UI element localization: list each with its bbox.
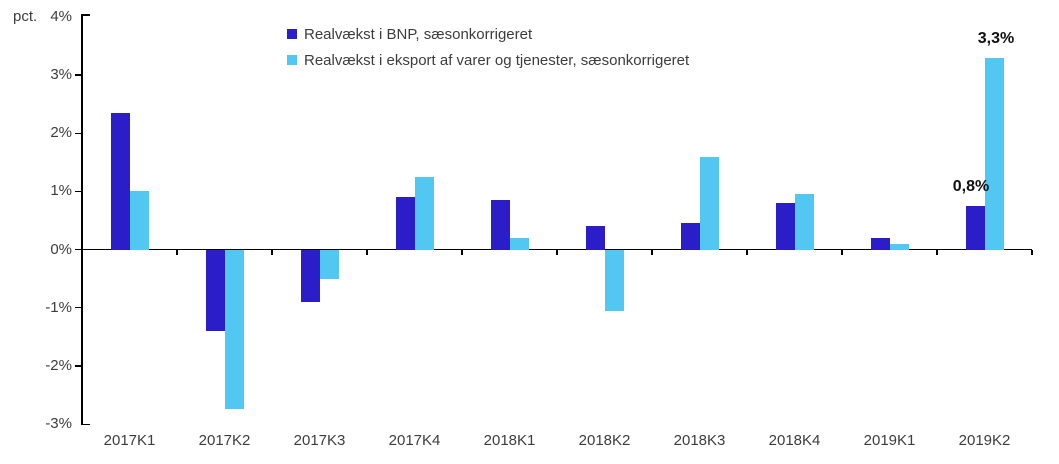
- legend-swatch-icon: [287, 55, 297, 65]
- y-axis-tick-label: 0%: [50, 240, 72, 258]
- bar-2017K1-series1: [129, 191, 149, 250]
- x-axis-category-label: 2019K2: [958, 432, 1011, 449]
- x-axis-category-label: 2018K2: [578, 432, 631, 449]
- y-axis-bottom-cap: [81, 423, 90, 425]
- bar-2018K3-series1: [699, 156, 719, 250]
- bar-2018K1-series1: [509, 237, 529, 250]
- data-label: 0,8%: [952, 177, 990, 195]
- x-axis-tick: [1031, 250, 1033, 256]
- y-axis-tick: [75, 74, 81, 76]
- legend-swatch-icon: [287, 29, 297, 39]
- bar-2019K2-series1: [984, 57, 1004, 250]
- bar-2019K2-series0: [965, 205, 985, 250]
- x-axis-tick: [366, 250, 368, 256]
- y-axis-tick-label: -1%: [45, 298, 72, 316]
- x-axis-tick: [651, 250, 653, 256]
- x-axis-line: [75, 248, 1032, 251]
- x-axis-category-label: 2018K3: [673, 432, 726, 449]
- y-axis-tick: [75, 190, 81, 193]
- x-axis-category-label: 2018K1: [483, 432, 536, 449]
- x-axis-category-label: 2019K1: [863, 432, 916, 449]
- y-axis-tick-label: 1%: [50, 182, 72, 200]
- y-axis-tick-label: 3%: [50, 66, 72, 84]
- x-axis-tick: [556, 250, 558, 256]
- x-axis-category-label: 2017K1: [103, 432, 156, 449]
- x-axis-category-label: 2018K4: [768, 432, 821, 449]
- y-axis-tick-label: -3%: [45, 415, 72, 432]
- y-axis-tick-label: 2%: [50, 124, 72, 142]
- bar-2019K1-series0: [870, 237, 890, 250]
- y-axis-tick-label: -2%: [45, 356, 72, 374]
- bar-2018K4-series0: [775, 203, 795, 250]
- x-axis-category-label: 2017K3: [293, 432, 346, 449]
- chart-legend: Realvækst i BNP, sæsonkorrigeret Realvæks…: [287, 21, 689, 73]
- x-axis-tick: [176, 250, 178, 256]
- x-axis-tick: [936, 250, 938, 256]
- x-axis-tick: [271, 250, 273, 256]
- data-label: 3,3%: [977, 29, 1015, 47]
- y-axis-tick: [75, 132, 81, 135]
- legend-label: Realvækst i eksport af varer og tjeneste…: [304, 51, 690, 69]
- y-axis-tick: [75, 306, 81, 309]
- bar-2017K3-series0: [300, 249, 320, 302]
- x-axis-tick: [746, 250, 748, 256]
- bar-2019K1-series1: [889, 243, 909, 250]
- bar-2017K4-series0: [395, 197, 415, 250]
- legend-item: Realvækst i eksport af varer og tjeneste…: [287, 47, 689, 73]
- bar-2018K4-series1: [794, 194, 814, 250]
- bar-2017K4-series1: [414, 176, 434, 250]
- x-axis-tick: [461, 250, 463, 256]
- y-axis-top-cap: [81, 14, 90, 16]
- legend-item: Realvækst i BNP, sæsonkorrigeret: [287, 21, 689, 47]
- bar-2017K2-series1: [224, 249, 244, 410]
- x-axis-tick: [841, 250, 843, 256]
- x-axis-category-label: 2017K4: [388, 432, 441, 449]
- y-axis-tick-label: 4%: [50, 8, 72, 25]
- bar-2017K1-series0: [110, 112, 130, 250]
- legend-label: Realvækst i BNP, sæsonkorrigeret: [304, 25, 533, 43]
- y-axis-tick: [75, 365, 81, 367]
- x-axis-category-label: 2017K2: [198, 432, 251, 449]
- bar-2018K1-series0: [490, 200, 510, 250]
- bar-2017K2-series0: [205, 249, 225, 331]
- bar-2018K2-series0: [585, 226, 605, 250]
- y-axis-line: [81, 14, 83, 425]
- bar-2017K3-series1: [319, 249, 339, 279]
- bar-2018K3-series0: [680, 223, 700, 250]
- y-axis-unit-label: pct.: [13, 8, 38, 25]
- bar-2018K2-series1: [604, 249, 624, 311]
